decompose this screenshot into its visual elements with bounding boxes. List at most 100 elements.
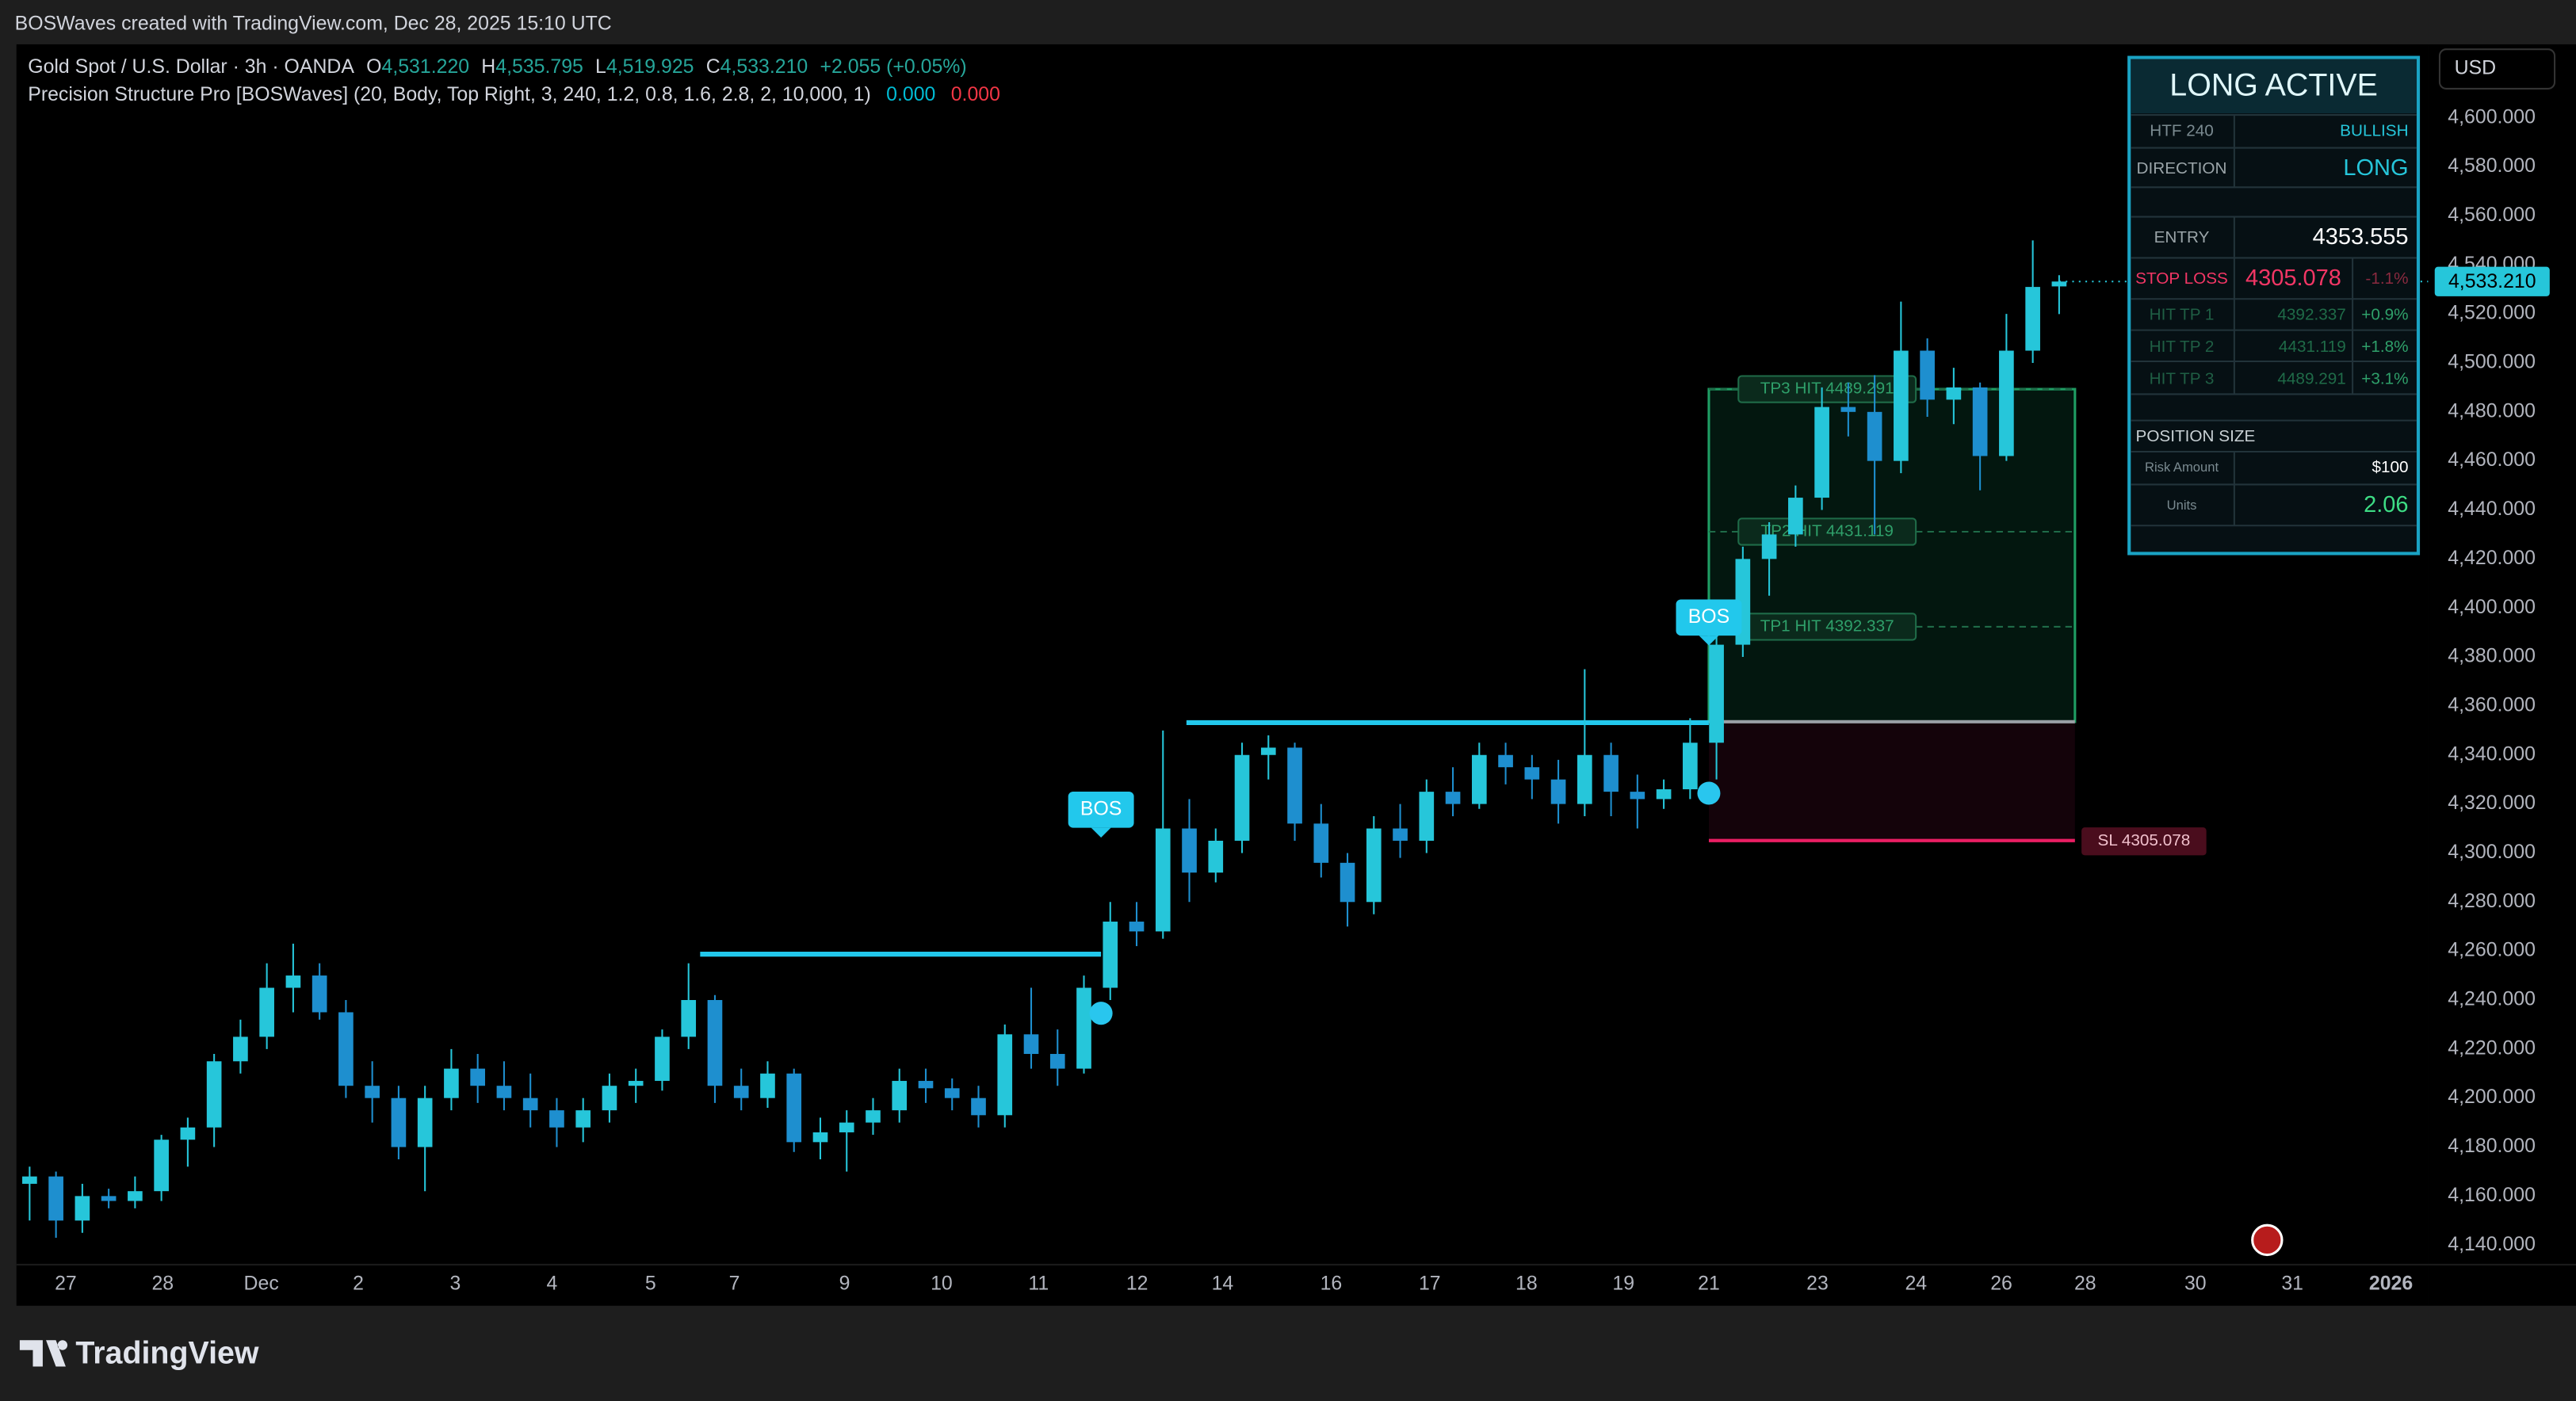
bos-tag: BOS — [1688, 605, 1730, 628]
bos-tag-pointer — [1091, 827, 1111, 838]
candle-body — [944, 1088, 960, 1098]
candle-body — [470, 1068, 486, 1086]
candle-body — [1920, 350, 1935, 400]
candle-body — [154, 1140, 169, 1192]
y-tick-label: 4,340.000 — [2448, 742, 2536, 765]
row-key: Risk Amount — [2145, 460, 2219, 475]
y-tick-label: 4,520.000 — [2448, 302, 2536, 324]
candle-body — [338, 1012, 354, 1086]
candle-body — [496, 1086, 512, 1098]
candle-body — [1419, 792, 1435, 841]
candle-body — [75, 1196, 90, 1221]
panel-title: LONG ACTIVE — [2169, 67, 2378, 102]
tp-pct: +3.1% — [2361, 369, 2408, 387]
x-tick-label: 10 — [931, 1272, 953, 1294]
h-key: H — [481, 55, 495, 78]
candle-body — [1840, 407, 1856, 412]
candle-body — [892, 1081, 908, 1111]
indicator-value: 0.000 — [886, 83, 935, 105]
y-tick-label: 4,600.000 — [2448, 105, 2536, 128]
candle-body — [1103, 922, 1118, 988]
candle-body — [1656, 789, 1672, 800]
row-value: BULLISH — [2340, 121, 2408, 139]
c-val: 4,533.210 — [720, 55, 808, 78]
sl-value: 4305.078 — [2245, 265, 2341, 291]
x-tick-label: 14 — [1212, 1272, 1234, 1294]
candle-body — [2051, 281, 2067, 287]
attribution: BOSWaves created with TradingView.com, D… — [15, 13, 612, 35]
y-tick-label: 4,300.000 — [2448, 841, 2536, 863]
tp-pct: +0.9% — [2361, 305, 2408, 323]
x-tick-label: 5 — [645, 1272, 656, 1294]
candle-body — [1894, 350, 1909, 461]
bos-tag: BOS — [1080, 797, 1122, 819]
x-tick-label: 21 — [1698, 1272, 1720, 1294]
price-axis — [2428, 44, 2576, 1306]
candle-body — [22, 1176, 37, 1184]
h-val: 4,535.795 — [495, 55, 583, 78]
candle-body — [839, 1122, 854, 1132]
candle-body — [311, 975, 327, 1013]
candle-body — [918, 1081, 934, 1089]
y-tick-label: 4,140.000 — [2448, 1233, 2536, 1255]
tp-value: 4489.291 — [2277, 369, 2345, 387]
candle-body — [1076, 987, 1091, 1069]
section-title: POSITION SIZE — [2136, 427, 2256, 445]
candle-body — [1550, 779, 1566, 804]
y-tick-label: 4,460.000 — [2448, 449, 2536, 471]
candle-body — [1709, 644, 1724, 743]
entry-value: 4353.555 — [2313, 224, 2409, 250]
x-tick-label: 27 — [55, 1272, 77, 1294]
l-val: 4,519.925 — [606, 55, 694, 78]
units-value: 2.06 — [2364, 492, 2408, 517]
candle-body — [1445, 792, 1461, 804]
last-price: 4,533.210 — [2448, 270, 2536, 292]
l-key: L — [595, 55, 606, 78]
currency-button[interactable] — [2438, 48, 2556, 90]
candle-body — [1946, 387, 1962, 400]
indicator-value: 0.000 — [951, 83, 1000, 105]
panel-frame — [2127, 55, 2421, 555]
bos-signal — [1089, 1002, 1113, 1025]
candle-body — [1630, 792, 1645, 800]
candle-body — [365, 1086, 380, 1098]
tp-pct: +1.8% — [2361, 338, 2408, 356]
candle-body — [1393, 828, 1408, 841]
x-tick-label: 17 — [1419, 1272, 1441, 1294]
y-tick-label: 4,400.000 — [2448, 596, 2536, 618]
candle-body — [1683, 742, 1698, 790]
candle-body — [681, 999, 697, 1037]
brand: TradingView — [75, 1335, 259, 1370]
x-tick-label: 24 — [1905, 1272, 1927, 1294]
x-tick-label: 11 — [1028, 1272, 1049, 1294]
brand-logo: TradingView — [19, 1335, 259, 1370]
x-tick-label: 2 — [353, 1272, 364, 1294]
y-tick-label: 4,200.000 — [2448, 1086, 2536, 1108]
candle-body — [1366, 828, 1382, 903]
x-tick-label: 4 — [547, 1272, 558, 1294]
row-key: ENTRY — [2154, 228, 2210, 246]
candle-body — [1234, 754, 1250, 841]
candle-body — [48, 1176, 63, 1221]
candle-body — [101, 1196, 117, 1201]
sl-pct: -1.1% — [2365, 269, 2408, 288]
flag-icon — [2251, 1223, 2284, 1257]
last-price-bg — [2434, 266, 2550, 296]
candle-body — [575, 1110, 591, 1128]
indicator: Precision Structure Pro [BOSWaves] (20, … — [28, 83, 871, 105]
candle-body — [971, 1098, 986, 1116]
candle-body — [391, 1098, 407, 1147]
row-key: HIT TP 2 — [2150, 338, 2215, 356]
c-key: C — [706, 55, 720, 78]
sl-label: SL 4305.078 — [2098, 831, 2191, 849]
x-tick-label: 18 — [1515, 1272, 1538, 1294]
candle-body — [522, 1098, 538, 1111]
candle-body — [733, 1086, 749, 1098]
y-tick-label: 4,260.000 — [2448, 939, 2536, 961]
tp-label: TP3 HIT 4489.291 — [1760, 380, 1894, 398]
candle-body — [1049, 1054, 1065, 1069]
candle-body — [1208, 840, 1224, 873]
x-tick-label: 7 — [729, 1272, 740, 1294]
candle-body — [1867, 411, 1882, 461]
